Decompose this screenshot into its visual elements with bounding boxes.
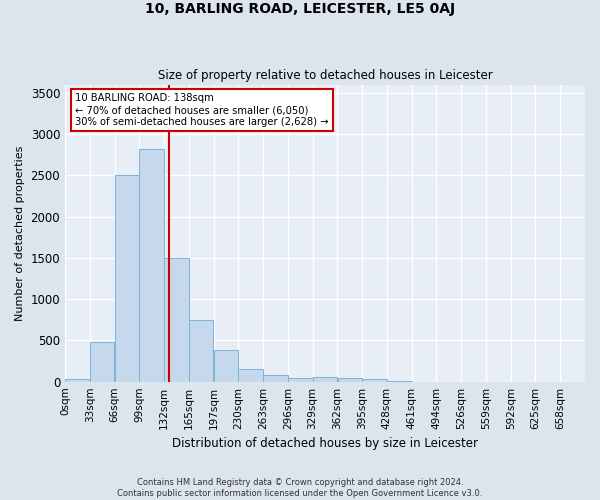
Bar	[164, 258, 189, 382]
Bar	[139, 149, 164, 382]
Bar	[263, 375, 288, 382]
Bar	[362, 379, 387, 382]
Y-axis label: Number of detached properties: Number of detached properties	[15, 146, 25, 321]
Bar	[189, 320, 214, 382]
Bar	[90, 342, 115, 382]
Bar	[288, 378, 313, 382]
Text: Contains HM Land Registry data © Crown copyright and database right 2024.
Contai: Contains HM Land Registry data © Crown c…	[118, 478, 482, 498]
Bar	[65, 379, 89, 382]
Bar	[338, 378, 362, 382]
X-axis label: Distribution of detached houses by size in Leicester: Distribution of detached houses by size …	[172, 437, 478, 450]
Bar	[238, 370, 263, 382]
Title: Size of property relative to detached houses in Leicester: Size of property relative to detached ho…	[158, 69, 493, 82]
Text: 10, BARLING ROAD, LEICESTER, LE5 0AJ: 10, BARLING ROAD, LEICESTER, LE5 0AJ	[145, 2, 455, 16]
Bar	[115, 176, 139, 382]
Bar	[313, 377, 337, 382]
Text: 10 BARLING ROAD: 138sqm
← 70% of detached houses are smaller (6,050)
30% of semi: 10 BARLING ROAD: 138sqm ← 70% of detache…	[76, 94, 329, 126]
Bar	[214, 350, 238, 382]
